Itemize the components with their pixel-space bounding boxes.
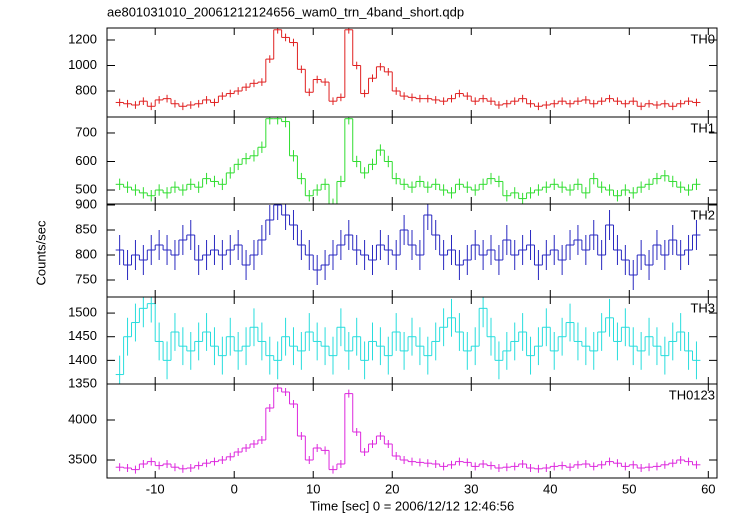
panel-label: TH1 — [690, 120, 715, 135]
y-tick-label: 600 — [75, 153, 97, 168]
y-tick-label: 1450 — [68, 328, 97, 343]
y-tick-label: 750 — [75, 271, 97, 286]
y-tick-label: 700 — [75, 124, 97, 139]
y-tick-label: 800 — [75, 246, 97, 261]
y-tick-label: 4000 — [68, 411, 97, 426]
x-tick-label: 30 — [464, 481, 478, 496]
y-tick-label: 900 — [75, 196, 97, 211]
chart-title: ae801031010_20061212124656_wam0_trn_4ban… — [107, 4, 464, 19]
x-tick-label: 0 — [231, 481, 238, 496]
y-tick-label: 800 — [75, 82, 97, 97]
x-tick-label: 50 — [622, 481, 636, 496]
panel-plot — [115, 28, 701, 111]
panel-plot — [115, 297, 701, 384]
panel-label: TH0 — [690, 31, 715, 46]
x-tick-label: 40 — [543, 481, 557, 496]
y-tick-label: 1500 — [68, 305, 97, 320]
y-axis-label: Counts/sec — [33, 220, 48, 286]
panel-plot — [115, 117, 701, 204]
x-axis-label: Time [sec] 0 = 2006/12/12 12:46:56 — [310, 498, 514, 513]
y-tick-label: 850 — [75, 221, 97, 236]
x-tick-label: 10 — [306, 481, 320, 496]
y-tick-label: 1000 — [68, 57, 97, 72]
y-tick-label: 1350 — [68, 375, 97, 390]
y-tick-label: 3500 — [68, 451, 97, 466]
panel-frame — [106, 383, 718, 479]
panel-label: TH3 — [690, 300, 715, 315]
y-tick-label: 500 — [75, 181, 97, 196]
panel-plot — [115, 384, 701, 474]
x-tick-label: -10 — [146, 481, 165, 496]
y-tick-label: 1400 — [68, 352, 97, 367]
panel-plot — [115, 204, 701, 290]
x-tick-label: 20 — [385, 481, 399, 496]
x-tick-label: 60 — [701, 481, 715, 496]
y-tick-label: 1200 — [68, 31, 97, 46]
panel-label: TH0123 — [669, 387, 715, 402]
panel-label: TH2 — [690, 207, 715, 222]
